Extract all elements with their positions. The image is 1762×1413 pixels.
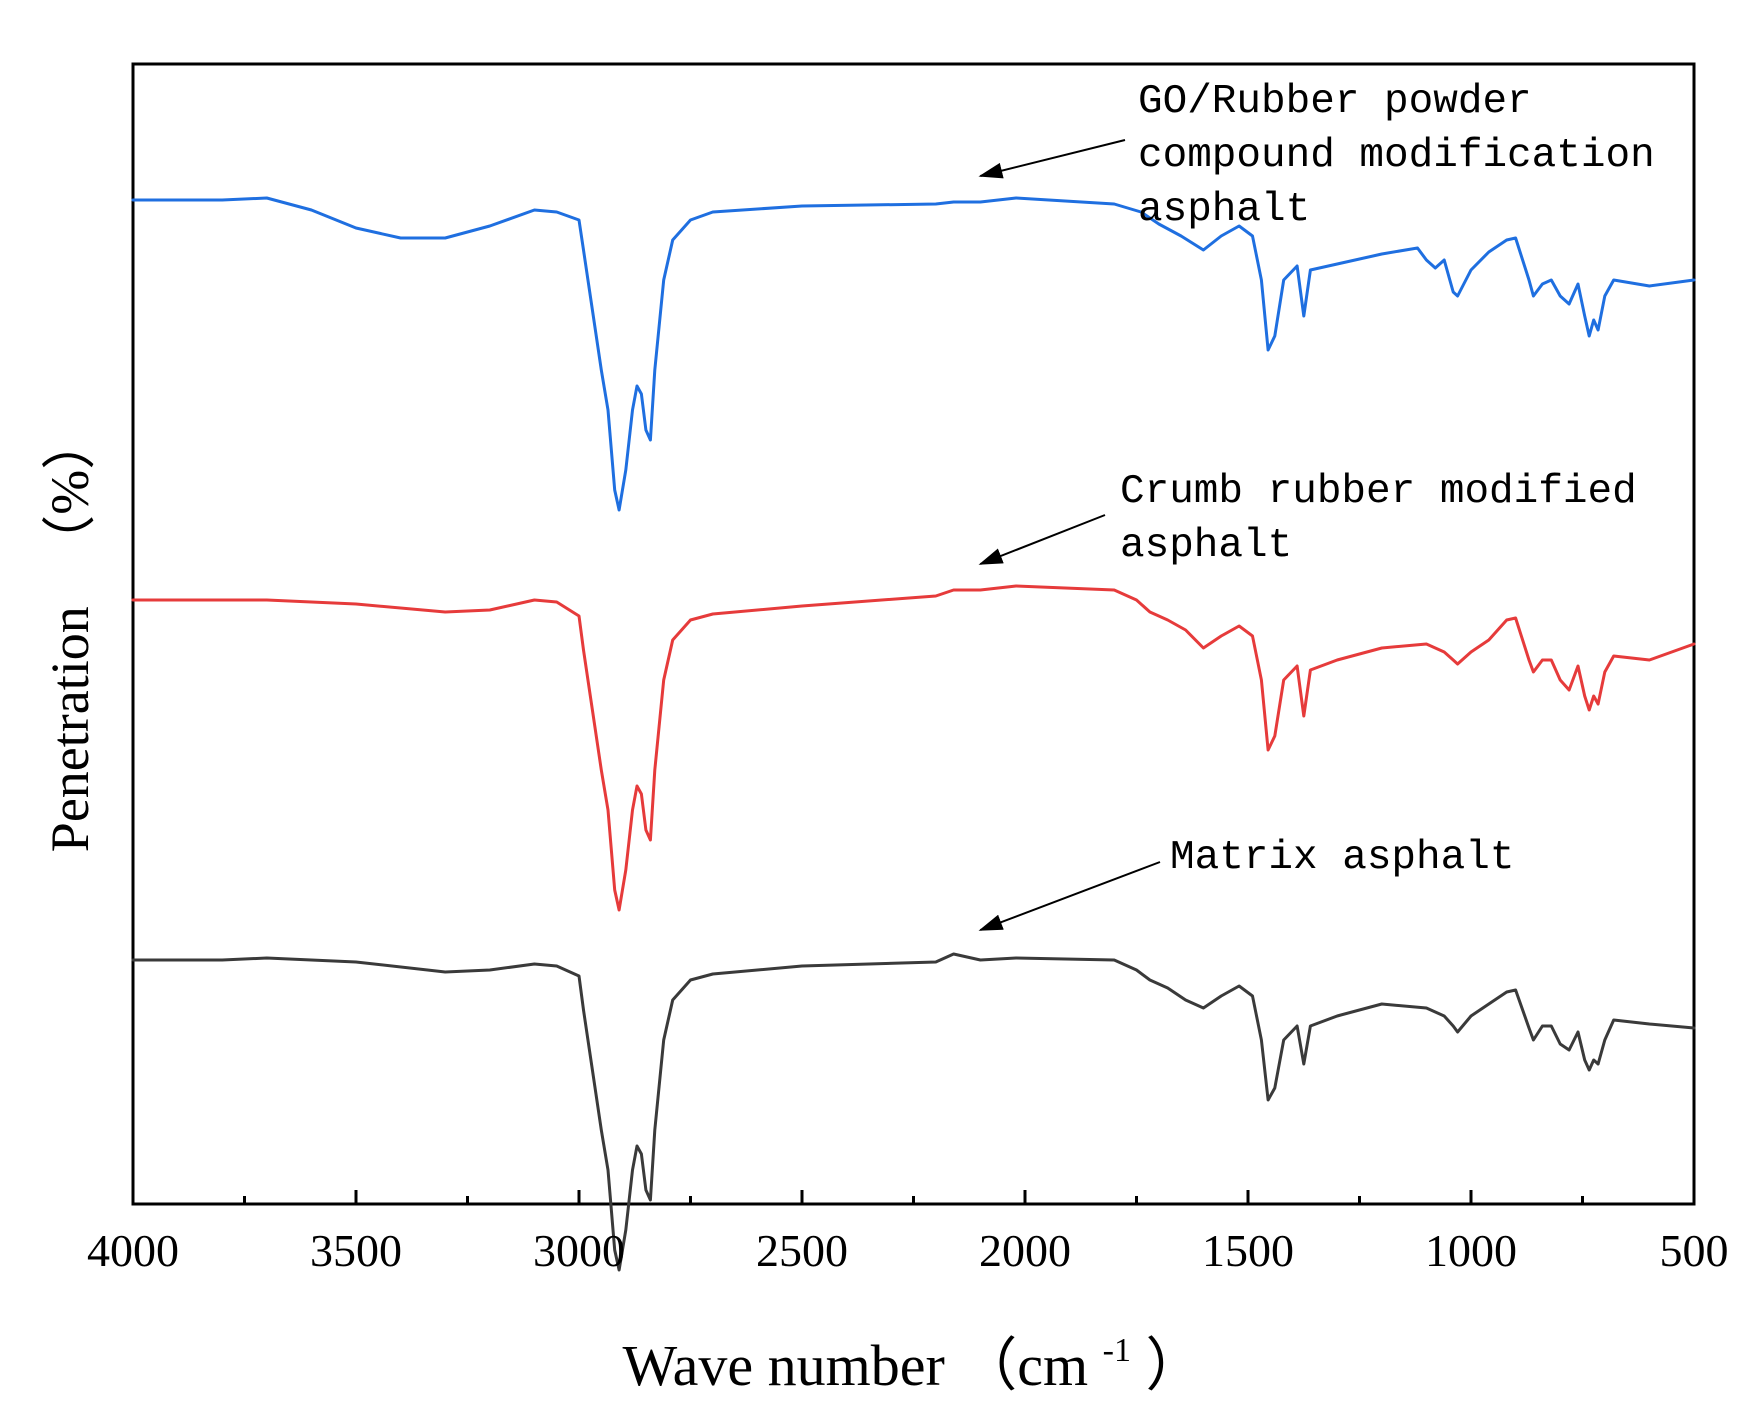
series-line-2 xyxy=(131,952,1696,1272)
x-axis-unit-sup: -1 xyxy=(1103,1332,1131,1369)
series-layer xyxy=(131,196,1696,1272)
x-axis-unit-close: ） xyxy=(1145,1333,1203,1398)
x-axis-title: Wave number （cm -1 ） xyxy=(623,1309,1204,1398)
x-axis-label: Wave number xyxy=(623,1333,945,1398)
series-line-1 xyxy=(131,584,1696,912)
y-axis-title: Penetration （%） xyxy=(40,416,100,852)
x-tick-label: 3000 xyxy=(533,1225,625,1276)
annotation-label-line: Crumb rubber modified xyxy=(1120,469,1637,515)
x-tick-label: 2000 xyxy=(979,1225,1071,1276)
annotation-arrow xyxy=(978,514,1106,565)
x-tick-label: 2500 xyxy=(756,1225,848,1276)
x-tick-label: 1000 xyxy=(1425,1225,1517,1276)
annotation-arrow xyxy=(978,861,1161,931)
series-line-0 xyxy=(131,196,1696,512)
x-tick-label: 3500 xyxy=(310,1225,402,1276)
annotation-arrow xyxy=(978,139,1126,179)
x-axis-ticks: 4000 3500 3000 2500 2000 1500 1000 500 xyxy=(87,1190,1729,1276)
annotations-layer: GO/Rubber powder compound modification asp… xyxy=(978,79,1655,931)
plot-frame xyxy=(131,62,1696,1206)
y-axis-unit: （%） xyxy=(40,416,100,569)
annotation-label-line: compound modification xyxy=(1138,133,1655,179)
annotation-label-line: Matrix asphalt xyxy=(1170,835,1514,881)
x-axis-unit-open: （cm xyxy=(959,1333,1088,1398)
annotation-label-line: GO/Rubber powder xyxy=(1138,79,1532,125)
annotation-label-line: asphalt xyxy=(1138,187,1310,233)
x-tick-label: 1500 xyxy=(1202,1225,1294,1276)
x-tick-label: 4000 xyxy=(87,1225,179,1276)
x-tick-label: 500 xyxy=(1660,1225,1729,1276)
y-axis-label: Penetration xyxy=(40,606,100,852)
annotation-label-line: asphalt xyxy=(1120,523,1292,569)
